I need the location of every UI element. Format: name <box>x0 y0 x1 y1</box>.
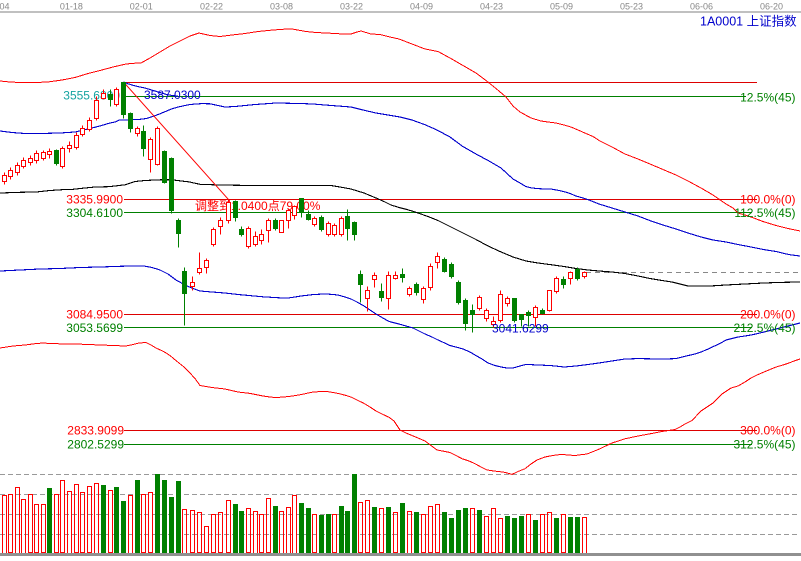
svg-text:06-06: 06-06 <box>690 2 713 12</box>
svg-text:02-01: 02-01 <box>130 2 153 12</box>
svg-text:1A0001 上证指数: 1A0001 上证指数 <box>700 14 797 29</box>
svg-text:04-23: 04-23 <box>480 2 503 12</box>
svg-text:12.5%(45): 12.5%(45) <box>740 91 795 105</box>
svg-text:03-22: 03-22 <box>340 2 363 12</box>
svg-text:3587.0300: 3587.0300 <box>144 88 201 102</box>
svg-text:2802.5299: 2802.5299 <box>67 438 124 452</box>
svg-text:3084.9500: 3084.9500 <box>66 308 123 322</box>
svg-text:100.0%(0): 100.0%(0) <box>740 193 795 207</box>
svg-text:200.0%(0): 200.0%(0) <box>740 308 795 322</box>
svg-text:3053.5699: 3053.5699 <box>66 321 123 335</box>
svg-text:300.0%(0): 300.0%(0) <box>740 424 795 438</box>
svg-text:3304.6100: 3304.6100 <box>66 206 123 220</box>
svg-text:3041.6299: 3041.6299 <box>492 322 549 336</box>
svg-text:112.5%(45): 112.5%(45) <box>734 206 795 220</box>
svg-text:03-08: 03-08 <box>270 2 293 12</box>
svg-text:01-18: 01-18 <box>60 2 83 12</box>
svg-text:2833.9099: 2833.9099 <box>67 424 124 438</box>
svg-text:05-09: 05-09 <box>550 2 573 12</box>
svg-text:02-22: 02-22 <box>200 2 223 12</box>
svg-text:3335.9900: 3335.9900 <box>66 193 123 207</box>
svg-text:05-23: 05-23 <box>620 2 643 12</box>
svg-text:-04: -04 <box>0 2 10 12</box>
svg-text:3555.6800: 3555.6800 <box>63 89 120 103</box>
svg-text:04-09: 04-09 <box>410 2 433 12</box>
svg-text:212.5%(45): 212.5%(45) <box>733 321 795 335</box>
svg-text:312.5%(45): 312.5%(45) <box>733 438 795 452</box>
svg-text:06-20: 06-20 <box>760 2 783 12</box>
